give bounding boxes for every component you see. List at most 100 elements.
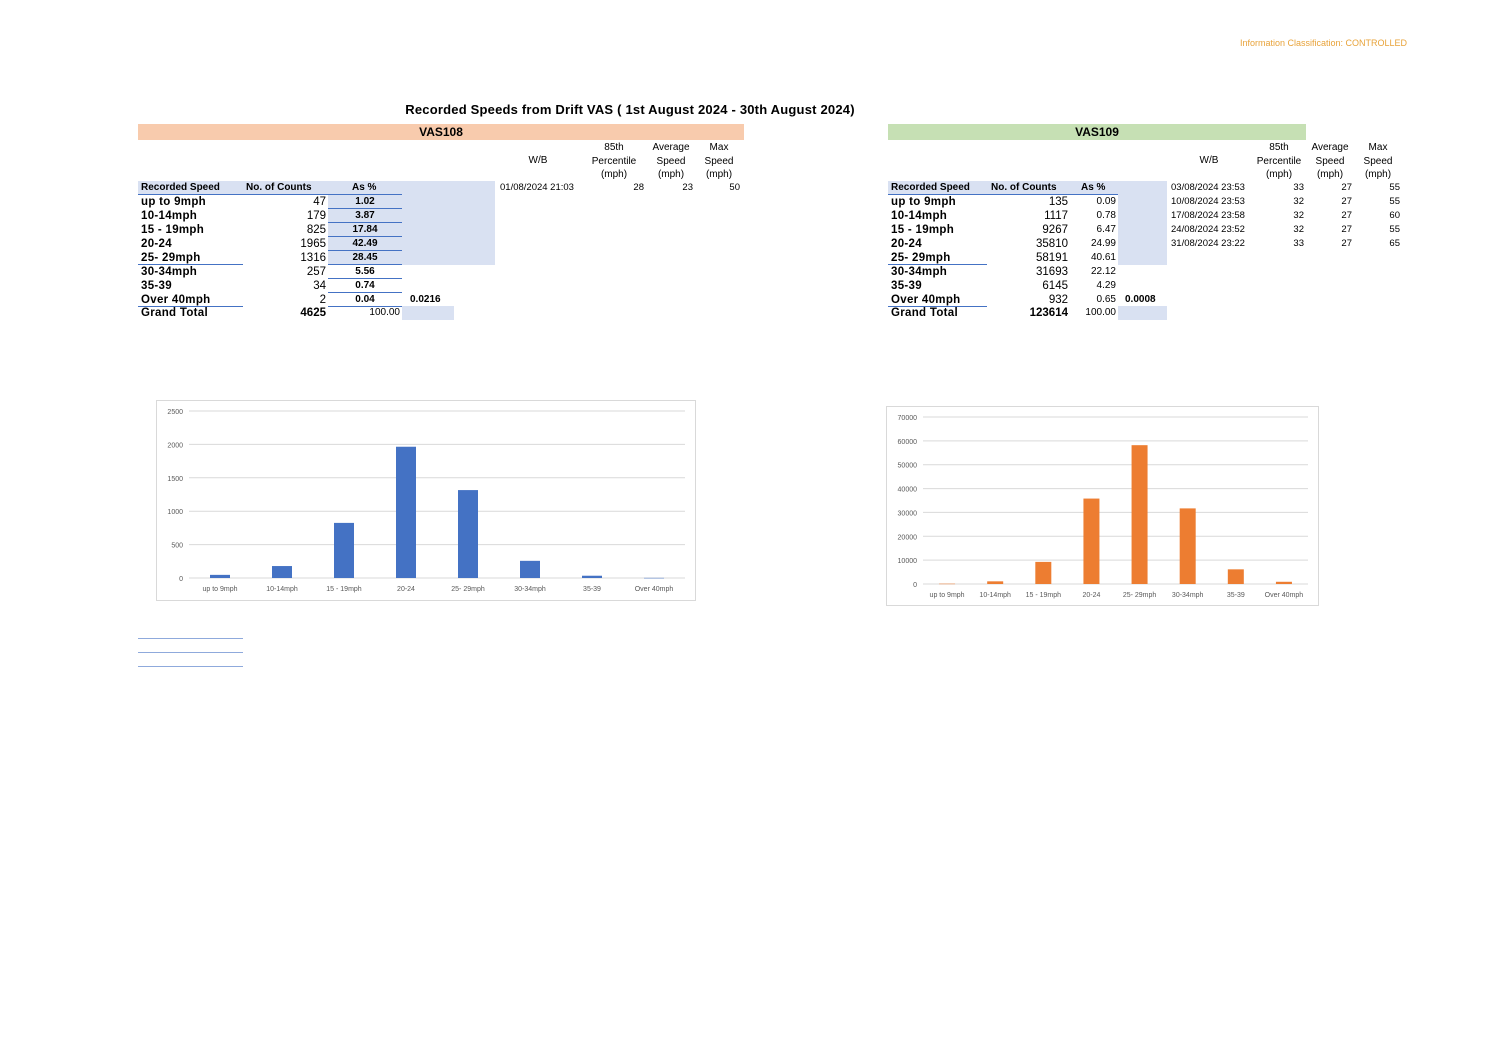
x-tick-label: 10-14mph xyxy=(266,586,298,593)
row-count: 257 xyxy=(306,266,326,278)
row-percent: 0.09 xyxy=(1096,196,1116,207)
row-label: 20-24 xyxy=(891,238,922,250)
right-counts-header: No. of Counts xyxy=(991,182,1057,193)
vas108-chart: 0 500 1000 1500 2000 2500 up to 9mph 10-14mph 15… xyxy=(156,400,696,601)
y-tick-label: 1000 xyxy=(167,509,183,516)
row-percent: 22.12 xyxy=(1090,266,1116,277)
y-tick-label: 500 xyxy=(171,543,183,550)
left-rows-shade xyxy=(328,195,495,265)
grand-total-percent: 100.00 xyxy=(369,307,400,318)
label-underline xyxy=(888,264,987,265)
y-tick-label: 1500 xyxy=(167,476,183,483)
row-count: 1965 xyxy=(300,238,326,250)
row-label: Over 40mph xyxy=(891,294,961,306)
right-percent-header: As % xyxy=(1081,182,1106,193)
stat-max: 55 xyxy=(1389,196,1400,207)
vas109-chart: 0 10000 20000 30000 40000 50000 60000 70000 up t… xyxy=(886,406,1319,606)
percent-underline xyxy=(328,222,402,223)
row-percent: 3.87 xyxy=(355,210,375,221)
row-percent: 24.99 xyxy=(1090,238,1116,249)
row-count: 6145 xyxy=(1042,280,1068,292)
row-count: 35810 xyxy=(1036,238,1068,250)
row-count: 31693 xyxy=(1036,266,1068,278)
row-percent: 0.65 xyxy=(1096,294,1116,305)
row-extra-value: 0.0008 xyxy=(1125,294,1156,305)
y-tick-label: 60000 xyxy=(898,439,918,446)
bar xyxy=(396,446,416,578)
row-label: 30-34mph xyxy=(141,266,198,278)
left-percent-header: As % xyxy=(352,182,377,193)
stat-date: 17/08/2024 23:58 xyxy=(1171,210,1245,221)
percent-underline xyxy=(328,292,402,293)
y-tick-label: 20000 xyxy=(898,534,918,541)
row-extra-value: 0.0216 xyxy=(410,294,441,305)
label-underline xyxy=(138,306,243,307)
stat-average: 27 xyxy=(1341,196,1352,207)
label-underline xyxy=(888,306,987,307)
x-tick-label: 35-39 xyxy=(1227,592,1245,599)
stat-date: 24/08/2024 23:52 xyxy=(1171,224,1245,235)
x-tick-label: 30-34mph xyxy=(514,586,546,593)
y-tick-label: 0 xyxy=(179,576,183,583)
x-tick-label: 25- 29mph xyxy=(1123,592,1157,599)
row-count: 135 xyxy=(1048,196,1068,208)
stat-average: 27 xyxy=(1341,182,1352,193)
x-tick-label: 30-34mph xyxy=(1172,592,1204,599)
row-label: 20-24 xyxy=(141,238,172,250)
y-tick-label: 10000 xyxy=(898,558,918,565)
row-label: 25- 29mph xyxy=(891,252,951,264)
left-recorded-speed-header: Recorded Speed xyxy=(141,182,220,193)
row-percent: 0.04 xyxy=(355,294,375,305)
stat-date: 10/08/2024 23:53 xyxy=(1171,196,1245,207)
left-total-shade xyxy=(402,306,454,320)
right-header-underline xyxy=(888,194,1118,195)
bar xyxy=(1227,569,1244,584)
left-max-header: Max Speed (mph) xyxy=(704,142,734,180)
stat-85th: 32 xyxy=(1293,210,1304,221)
right-total-shade xyxy=(1118,306,1167,320)
left-header-underline xyxy=(138,194,402,195)
right-rows-shade xyxy=(1118,195,1167,265)
bar xyxy=(1035,561,1052,584)
row-percent: 0.78 xyxy=(1096,210,1116,221)
bar xyxy=(272,566,292,578)
y-tick-label: 2000 xyxy=(167,442,183,449)
row-label: 10-14mph xyxy=(141,210,198,222)
stat-date: 03/08/2024 23:53 xyxy=(1171,182,1245,193)
bar xyxy=(582,575,602,578)
row-count: 932 xyxy=(1048,294,1068,306)
vas109-bar-chart: 0 10000 20000 30000 40000 50000 60000 70000 up t… xyxy=(898,415,1308,599)
y-tick-label: 2500 xyxy=(167,409,183,416)
right-header-shade xyxy=(888,181,1167,195)
x-tick-label: 15 - 19mph xyxy=(1026,592,1062,599)
decorative-line xyxy=(138,638,243,639)
grand-total-count: 4625 xyxy=(300,307,326,319)
stat-average: 27 xyxy=(1341,238,1352,249)
right-average-header: Average Speed (mph) xyxy=(1311,142,1349,180)
bar xyxy=(1131,445,1148,584)
grand-total-label: Grand Total xyxy=(891,307,958,319)
percent-underline xyxy=(328,278,402,279)
right-max-header: Max Speed (mph) xyxy=(1363,142,1393,180)
stat-max: 55 xyxy=(1389,182,1400,193)
stat-85th: 33 xyxy=(1293,238,1304,249)
row-count: 1316 xyxy=(300,252,326,264)
row-percent: 6.47 xyxy=(1096,224,1116,235)
label-underline xyxy=(138,264,243,265)
row-percent: 28.45 xyxy=(352,252,378,263)
row-label: up to 9mph xyxy=(141,196,206,208)
stat-85th: 33 xyxy=(1293,182,1304,193)
bar xyxy=(334,522,354,578)
row-percent: 17.84 xyxy=(352,224,378,235)
row-percent: 1.02 xyxy=(355,196,375,207)
bar xyxy=(520,560,540,578)
bar xyxy=(644,577,664,579)
stat-average: 23 xyxy=(682,182,693,193)
percent-underline xyxy=(328,264,402,265)
percent-underline xyxy=(328,236,402,237)
left-header-shade xyxy=(138,181,495,195)
stat-85th: 32 xyxy=(1293,224,1304,235)
row-count: 47 xyxy=(313,196,326,208)
y-tick-label: 50000 xyxy=(898,463,918,470)
x-tick-label: 20-24 xyxy=(1082,592,1100,599)
